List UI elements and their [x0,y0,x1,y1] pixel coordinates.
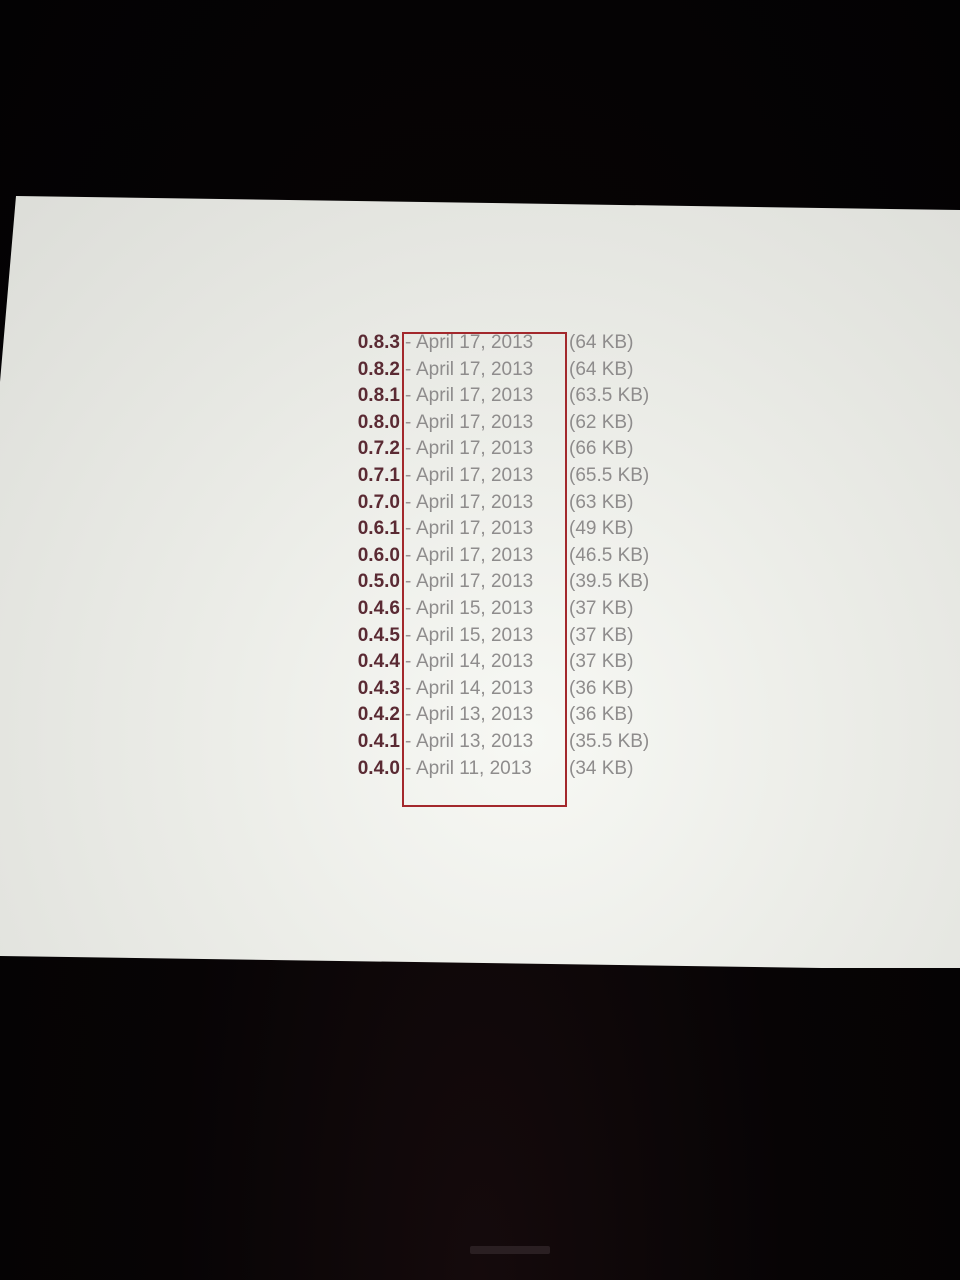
release-date: April 17, 2013 [416,438,534,460]
separator-dash: - [405,332,412,353]
release-row: 0.4.3- April 14, 2013 (36 KB) [330,676,680,702]
file-size: (62 KB) [569,411,634,433]
separator-dash: - [405,438,412,460]
release-row: 0.7.2- April 17, 2013 (66 KB) [330,436,680,462]
release-date: April 14, 2013 [416,677,534,699]
separator-dash: - [405,677,412,699]
release-row: 0.8.0- April 17, 2013 (62 KB) [330,410,680,436]
file-size: (37 KB) [569,651,634,673]
separator-dash: - [405,544,412,566]
file-size: (39.5 KB) [569,571,650,593]
separator-dash: - [405,598,412,619]
release-date: April 13, 2013 [416,704,534,726]
release-date: April 15, 2013 [416,624,534,646]
release-date: April 17, 2013 [416,411,534,433]
release-date: April 11, 2013 [416,757,532,779]
version-label: 0.6.1 [357,518,400,540]
file-size: (37 KB) [569,598,634,619]
version-label: 0.4.3 [357,677,400,699]
file-size: (36 KB) [569,704,634,726]
release-row: 0.6.0- April 17, 2013 (46.5 KB) [330,543,680,569]
file-size: (37 KB) [569,624,634,646]
release-row: 0.8.1- April 17, 2013 (63.5 KB) [330,383,680,409]
release-date: April 15, 2013 [416,598,534,619]
file-size: (66 KB) [569,438,634,460]
date-column-highlight-box [402,332,567,807]
separator-dash: - [405,518,412,540]
separator-dash: - [405,757,412,779]
release-date: April 17, 2013 [416,491,534,513]
release-date: April 17, 2013 [416,544,534,566]
separator-dash: - [405,358,412,380]
file-size: (49 KB) [569,518,634,540]
separator-dash: - [405,385,412,407]
version-label: 0.4.6 [357,598,400,619]
separator-dash: - [405,731,412,752]
file-size: (63.5 KB) [569,385,650,407]
release-date: April 14, 2013 [416,651,534,673]
release-date: April 17, 2013 [416,571,534,593]
projector-stand [470,1246,550,1254]
release-date: April 17, 2013 [416,385,534,407]
release-row: 0.7.0- April 17, 2013 (63 KB) [330,490,680,516]
version-label: 0.7.2 [357,438,400,460]
file-size: (34 KB) [569,757,634,779]
version-label: 0.4.5 [357,624,400,646]
file-size: (64 KB) [569,358,634,380]
separator-dash: - [405,624,412,646]
release-date: April 17, 2013 [416,465,534,486]
release-date: April 13, 2013 [416,731,534,752]
release-row: 0.5.0- April 17, 2013 (39.5 KB) [330,569,680,595]
release-row: 0.8.3- April 17, 2013 (64 KB) [330,330,680,356]
file-size: (65.5 KB) [569,465,650,486]
version-label: 0.5.0 [357,571,400,593]
release-row: 0.4.6- April 15, 2013 (37 KB) [330,596,680,622]
file-size: (46.5 KB) [569,544,650,566]
file-size: (63 KB) [569,491,634,513]
version-label: 0.6.0 [357,544,400,566]
version-label: 0.4.0 [357,757,400,779]
separator-dash: - [405,465,412,486]
version-label: 0.7.0 [357,491,400,513]
version-label: 0.8.0 [357,411,400,433]
release-row: 0.4.0- April 11, 2013 (34 KB) [330,756,680,782]
release-date: April 17, 2013 [416,332,534,353]
projection-screen [0,196,960,968]
release-row: 0.7.1- April 17, 2013 (65.5 KB) [330,463,680,489]
release-date: April 17, 2013 [416,518,534,540]
release-row: 0.6.1- April 17, 2013 (49 KB) [330,516,680,542]
version-label: 0.8.3 [357,332,400,353]
separator-dash: - [405,411,412,433]
version-label: 0.4.4 [357,651,400,673]
separator-dash: - [405,704,412,726]
separator-dash: - [405,571,412,593]
separator-dash: - [405,491,412,513]
file-size: (35.5 KB) [569,731,650,752]
release-date: April 17, 2013 [416,358,534,380]
version-label: 0.8.2 [357,358,400,380]
version-label: 0.4.1 [357,731,400,752]
release-row: 0.8.2- April 17, 2013 (64 KB) [330,357,680,383]
release-row: 0.4.2- April 13, 2013 (36 KB) [330,702,680,728]
version-label: 0.7.1 [357,465,400,486]
file-size: (36 KB) [569,677,634,699]
version-label: 0.4.2 [357,704,400,726]
release-row: 0.4.4- April 14, 2013 (37 KB) [330,649,680,675]
file-size: (64 KB) [569,332,634,353]
release-row: 0.4.5- April 15, 2013 (37 KB) [330,623,680,649]
separator-dash: - [405,651,412,673]
release-row: 0.4.1- April 13, 2013 (35.5 KB) [330,729,680,755]
release-history-list: 0.8.3- April 17, 2013 (64 KB) 0.8.2- April 1… [330,330,680,815]
version-label: 0.8.1 [357,385,400,407]
